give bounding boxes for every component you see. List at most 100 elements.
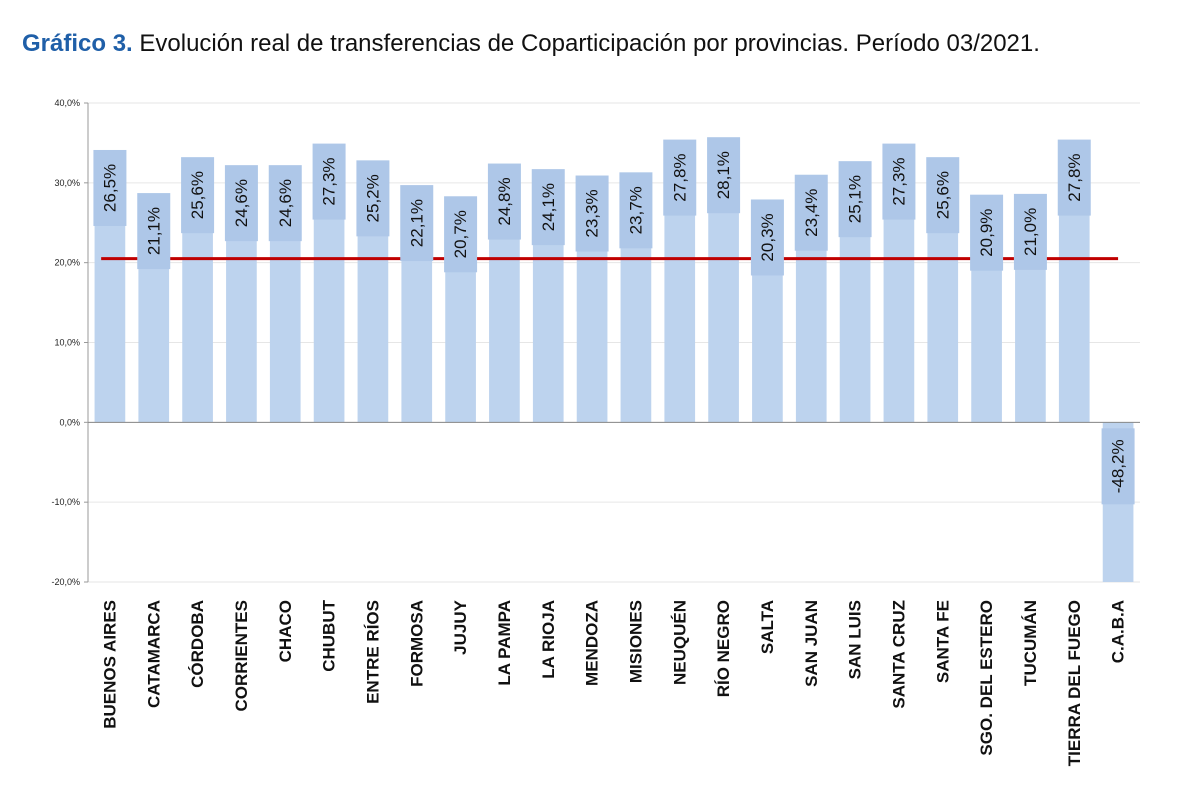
data-label-box (93, 149, 127, 226)
category-label: CHACO (276, 600, 295, 662)
bar (927, 217, 959, 423)
category-label: JUJUY (451, 599, 470, 654)
category-label: SGO. DEL ESTERO (977, 600, 996, 756)
bar (839, 221, 871, 423)
data-label-box (926, 157, 960, 234)
data-label-box (1101, 428, 1135, 505)
data-label: 25,1% (846, 175, 865, 223)
data-label: 24,6% (276, 179, 295, 227)
bar (182, 217, 213, 423)
bar (269, 225, 301, 423)
data-label-box (838, 161, 872, 238)
y-tick-label: -10,0% (51, 497, 80, 507)
data-label-box (750, 199, 784, 276)
bar (708, 198, 739, 423)
data-label-box (1057, 139, 1091, 216)
data-label: 23,7% (626, 186, 645, 234)
category-label: TIERRA DEL FUEGO (1065, 600, 1084, 766)
data-label: 20,9% (977, 209, 996, 257)
category-labels-layer: BUENOS AIRES CATAMARCA CÓRDOBA CORRIENTES CH… (100, 599, 1127, 766)
data-labels-layer: 26,5% 21,1% 25,6% 24,6% 24,6% 27,3% 25,2% 22,1%… (93, 137, 1135, 505)
category-label: SALTA (758, 600, 777, 654)
y-tick-label: 40,0% (54, 98, 80, 108)
data-label: 26,5% (100, 164, 119, 212)
y-tick-label: 30,0% (54, 178, 80, 188)
category-label: MISIONES (626, 600, 645, 683)
bar (1058, 200, 1090, 423)
bar (883, 204, 915, 423)
data-label-box (794, 174, 828, 251)
data-label-box (444, 196, 478, 273)
data-label-box (400, 185, 434, 262)
data-label: 27,8% (1065, 153, 1084, 201)
chart-title: Gráfico 3. Evolución real de transferenc… (22, 30, 1040, 58)
data-label-box (619, 172, 653, 249)
category-label: CORRIENTES (232, 600, 251, 711)
data-label-box (137, 193, 171, 270)
data-label: 27,8% (670, 153, 689, 201)
data-label-box (663, 139, 697, 216)
data-label: 27,3% (320, 157, 339, 205)
category-label: CHUBUT (320, 599, 339, 671)
category-label: CÓRDOBA (188, 600, 207, 688)
y-tick-label: -20,0% (51, 577, 80, 587)
category-label: TUCUMÁN (1021, 600, 1040, 686)
category-label: RÍO NEGRO (714, 600, 733, 697)
data-label: 20,7% (451, 210, 470, 258)
data-label-box (882, 143, 916, 220)
data-label: 22,1% (407, 199, 426, 247)
bar (357, 221, 389, 423)
category-label: SAN LUIS (846, 600, 865, 679)
bar (795, 235, 827, 423)
data-label-box (312, 143, 346, 220)
bar (226, 225, 257, 423)
category-label: CATAMARCA (144, 600, 163, 708)
category-label: MENDOZA (583, 600, 602, 686)
data-label: 24,6% (232, 179, 251, 227)
category-label: LA RIOJA (539, 600, 558, 679)
data-label: 20,3% (758, 213, 777, 261)
bar (401, 245, 433, 423)
bar (752, 260, 783, 423)
data-label: 23,4% (802, 189, 821, 237)
bar (489, 224, 520, 423)
data-label-box (575, 175, 609, 252)
data-label-box (356, 160, 390, 237)
data-label-box (1013, 193, 1047, 270)
bar (445, 257, 476, 423)
axis-layer: 40,0% 30,0% 20,0% 10,0% 0,0% -10,0% -20,0% (51, 98, 1140, 587)
data-label-box (487, 163, 521, 240)
bar (620, 233, 652, 423)
chart-title-lead: Gráfico 3. (22, 30, 133, 57)
category-label: NEUQUÉN (670, 600, 689, 685)
data-label-box (268, 165, 302, 242)
y-tick-label: 20,0% (54, 258, 80, 268)
y-tick-label: 0,0% (59, 417, 80, 427)
data-label-box (181, 157, 215, 234)
bar (1015, 254, 1046, 423)
data-label: 21,1% (144, 207, 163, 255)
bar (313, 204, 345, 423)
data-label-box (707, 137, 741, 214)
data-label: 28,1% (714, 151, 733, 199)
bar (971, 255, 1002, 423)
category-label: ENTRE RÍOS (363, 600, 382, 704)
bar (94, 210, 126, 423)
bar (138, 253, 170, 423)
bar (576, 236, 608, 423)
data-label: 25,2% (363, 174, 382, 222)
bar (532, 229, 564, 423)
data-label: 27,3% (889, 157, 908, 205)
data-label: -48,2% (1109, 439, 1128, 493)
data-label: 25,6% (188, 171, 207, 219)
category-label: SANTA CRUZ (889, 600, 908, 709)
data-label: 24,8% (495, 177, 514, 225)
data-label-box (970, 194, 1004, 271)
data-label-box (531, 169, 565, 246)
data-label: 23,3% (583, 189, 602, 237)
category-label: C.A.B.A (1109, 600, 1128, 663)
data-label-box (224, 165, 258, 242)
category-label: SANTA FE (933, 600, 952, 683)
data-label: 21,0% (1021, 208, 1040, 256)
